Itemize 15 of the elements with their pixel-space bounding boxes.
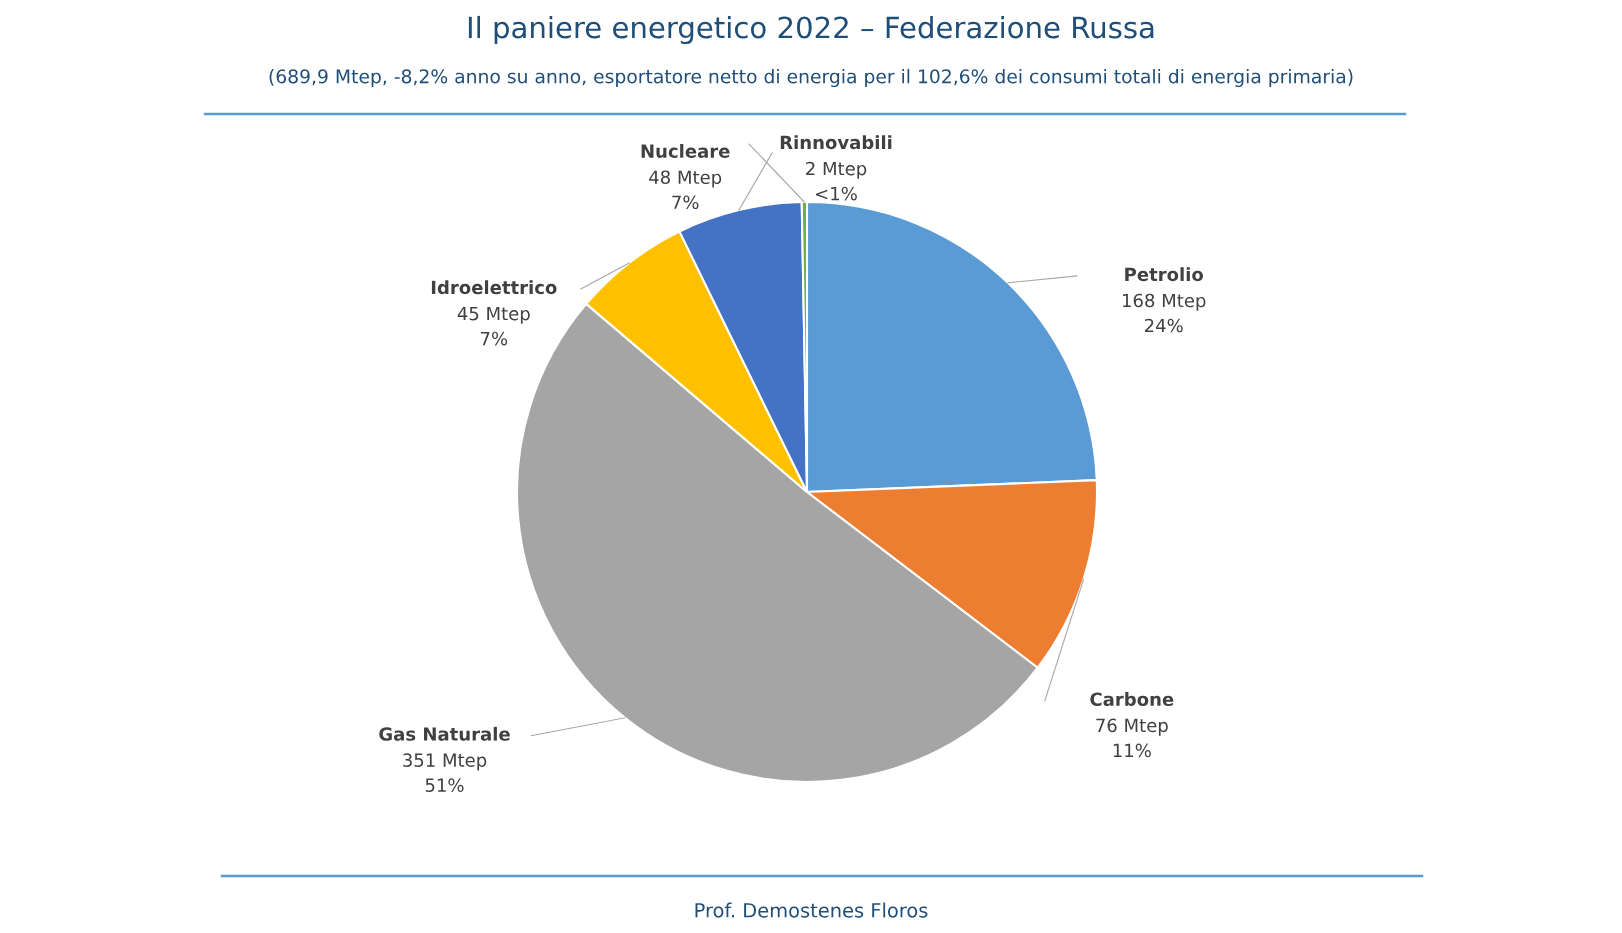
slice-label: Nucleare xyxy=(641,143,730,158)
data-label: 45 Mtep 7% xyxy=(457,306,530,346)
data-label: 168 Mtep 24% xyxy=(1122,293,1206,333)
data-label: 351 Mtep 51% xyxy=(403,753,487,792)
chart-subtitle: (689,9 Mtep, -8,2% anno su anno, esportatore netto di energia per il 102,6% dei consumi totali di energia primaria) xyxy=(269,68,1353,88)
chart-title: Il paniere energetico 2022 – Federazione Russa xyxy=(468,15,1154,45)
slice-label: Idroelettrico xyxy=(431,280,557,295)
slice-label: Carbone xyxy=(1090,692,1174,707)
slice-label: Rinnovabili xyxy=(780,135,892,150)
data-label: 48 Mtep 7% xyxy=(649,170,722,210)
data-label: 2 Mtep <1% xyxy=(806,161,867,201)
slice-label: Gas Naturale xyxy=(379,726,510,741)
text: Prof. Demostenes Floros xyxy=(695,902,928,918)
data-label: 76 Mtep 11% xyxy=(1096,718,1168,758)
slice-label: Petrolio xyxy=(1125,267,1204,282)
